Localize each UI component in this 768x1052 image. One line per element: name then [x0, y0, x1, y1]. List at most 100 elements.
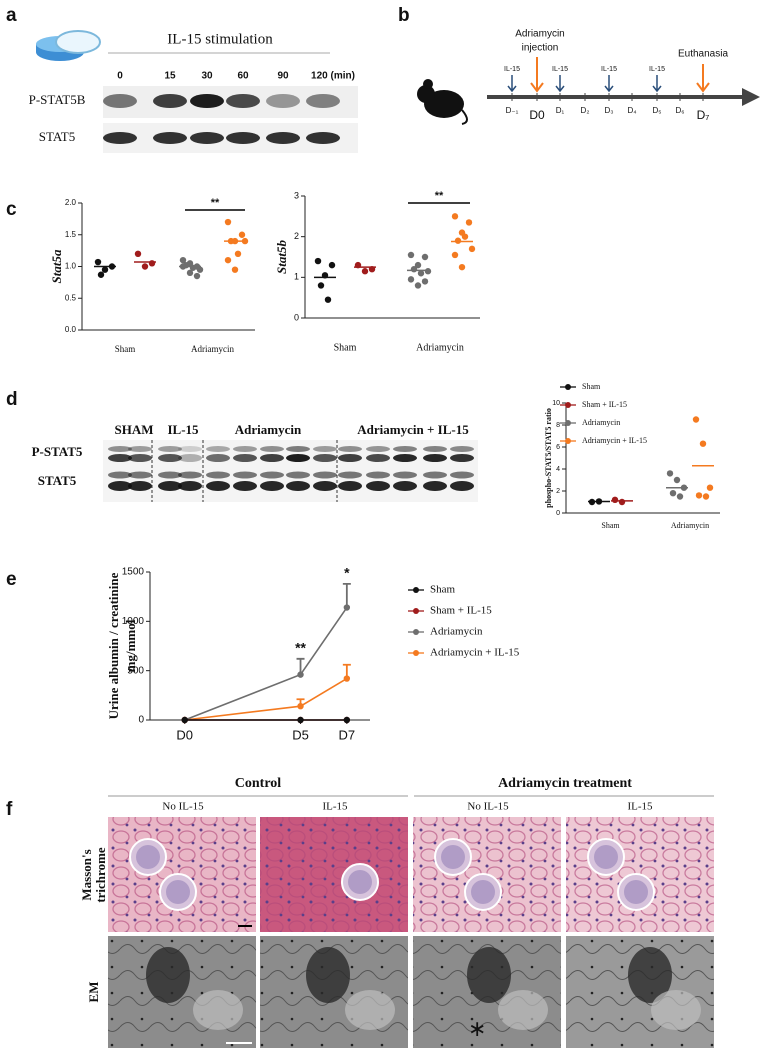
glomerulus-core [624, 880, 648, 904]
error-bar [342, 582, 351, 608]
blot-band [450, 446, 474, 452]
data-point [134, 250, 142, 257]
il15-arrow [555, 75, 565, 93]
em-nucleus [146, 947, 190, 1003]
x-category-label: Sham [601, 521, 620, 530]
row-label: P-STAT5B [29, 92, 86, 107]
panel-label: f [6, 799, 13, 820]
y-axis-label: mg/mmol [123, 619, 138, 672]
data-point [611, 496, 619, 503]
data-point [328, 261, 336, 269]
y-tick-label: 1000 [122, 616, 145, 627]
y-tick-label: 1500 [122, 567, 145, 578]
row-label: STAT5 [38, 473, 77, 488]
row-label: trichrome [93, 847, 108, 903]
y-tick-label: 1 [294, 272, 299, 282]
x-category-label: Adriamycin [191, 344, 234, 354]
blot-band [206, 481, 230, 491]
data-point [666, 470, 674, 477]
blot-band [313, 446, 337, 452]
euthanasia-arrow [696, 64, 710, 93]
legend-marker [413, 650, 419, 656]
data-point [673, 476, 681, 484]
significance-label: ** [211, 197, 220, 209]
legend-label: Adriamycin + IL-15 [430, 647, 520, 659]
injection-arrow [530, 57, 544, 93]
x-category-label: Adriamycin [416, 342, 464, 353]
legend-marker [565, 384, 571, 390]
blot-band [153, 94, 187, 108]
em-nucleus [306, 947, 350, 1003]
blot-band [313, 481, 337, 491]
panel-title: IL-15 stimulation [167, 31, 273, 47]
panel-label: c [6, 199, 17, 220]
blot-band [286, 446, 310, 452]
blot-band [108, 454, 132, 462]
data-point [454, 237, 462, 244]
y-tick-label: 0 [138, 715, 144, 726]
blot-band [338, 481, 362, 491]
legend-label: Adriamycin [582, 418, 620, 427]
blot-band [366, 446, 390, 452]
il15-arrow [652, 75, 662, 93]
y-tick-label: 0 [294, 312, 299, 322]
blot-band [338, 471, 362, 479]
legend-label: Sham + IL-15 [430, 605, 492, 617]
column-label: IL-15 [322, 801, 348, 813]
data-point [141, 263, 149, 270]
glomerulus-core [348, 870, 372, 894]
il15-arrow [507, 75, 517, 93]
blot-band [226, 132, 260, 144]
legend-label: Sham + IL-15 [582, 400, 627, 409]
data-point [451, 213, 459, 220]
panel-label: a [6, 5, 17, 26]
blot-band [366, 471, 390, 479]
y-axis-label: Stat5b [274, 240, 289, 274]
data-point [238, 231, 246, 238]
data-point [414, 282, 422, 289]
blot-band [108, 481, 132, 491]
blot-band [190, 94, 224, 108]
blot-band [450, 471, 474, 479]
glomerulus-core [166, 880, 190, 904]
data-point [695, 492, 703, 499]
blot-band [233, 454, 257, 462]
condition-label: Control [235, 776, 282, 791]
blot-band [260, 471, 284, 479]
il15-label: IL-15 [601, 66, 617, 73]
row-label: P-STAT5 [32, 444, 83, 459]
data-point [343, 604, 351, 611]
data-point [414, 261, 422, 269]
blot-band [233, 446, 257, 452]
blot-band [103, 132, 137, 144]
data-point [94, 258, 102, 266]
em-cell [651, 990, 701, 1030]
legend-label: Sham [582, 382, 601, 391]
legend-marker [413, 629, 419, 635]
legend-label: Sham [430, 584, 456, 596]
x-tick-label: D7 [339, 727, 356, 742]
blot-band [313, 454, 337, 462]
y-tick-label: 2 [294, 231, 299, 241]
blot-band [128, 481, 152, 491]
y-tick-label: 1.5 [65, 230, 77, 239]
x-category-label: Sham [115, 344, 136, 354]
il15-label: IL-15 [552, 66, 568, 73]
column-label: IL-15 [627, 801, 653, 813]
event-label: injection [522, 43, 559, 54]
legend-marker [565, 420, 571, 426]
data-point [424, 268, 432, 275]
data-point [407, 276, 415, 283]
day-label: D₋₁ [506, 106, 519, 115]
data-point [297, 702, 304, 710]
blot-band [366, 481, 390, 491]
data-point [297, 716, 304, 724]
blot-band [286, 454, 310, 462]
data-point [343, 716, 351, 724]
data-point [421, 253, 429, 261]
blot-band [153, 132, 187, 144]
day-label: D₂ [581, 106, 590, 115]
data-point [702, 493, 710, 500]
data-point [410, 266, 418, 273]
